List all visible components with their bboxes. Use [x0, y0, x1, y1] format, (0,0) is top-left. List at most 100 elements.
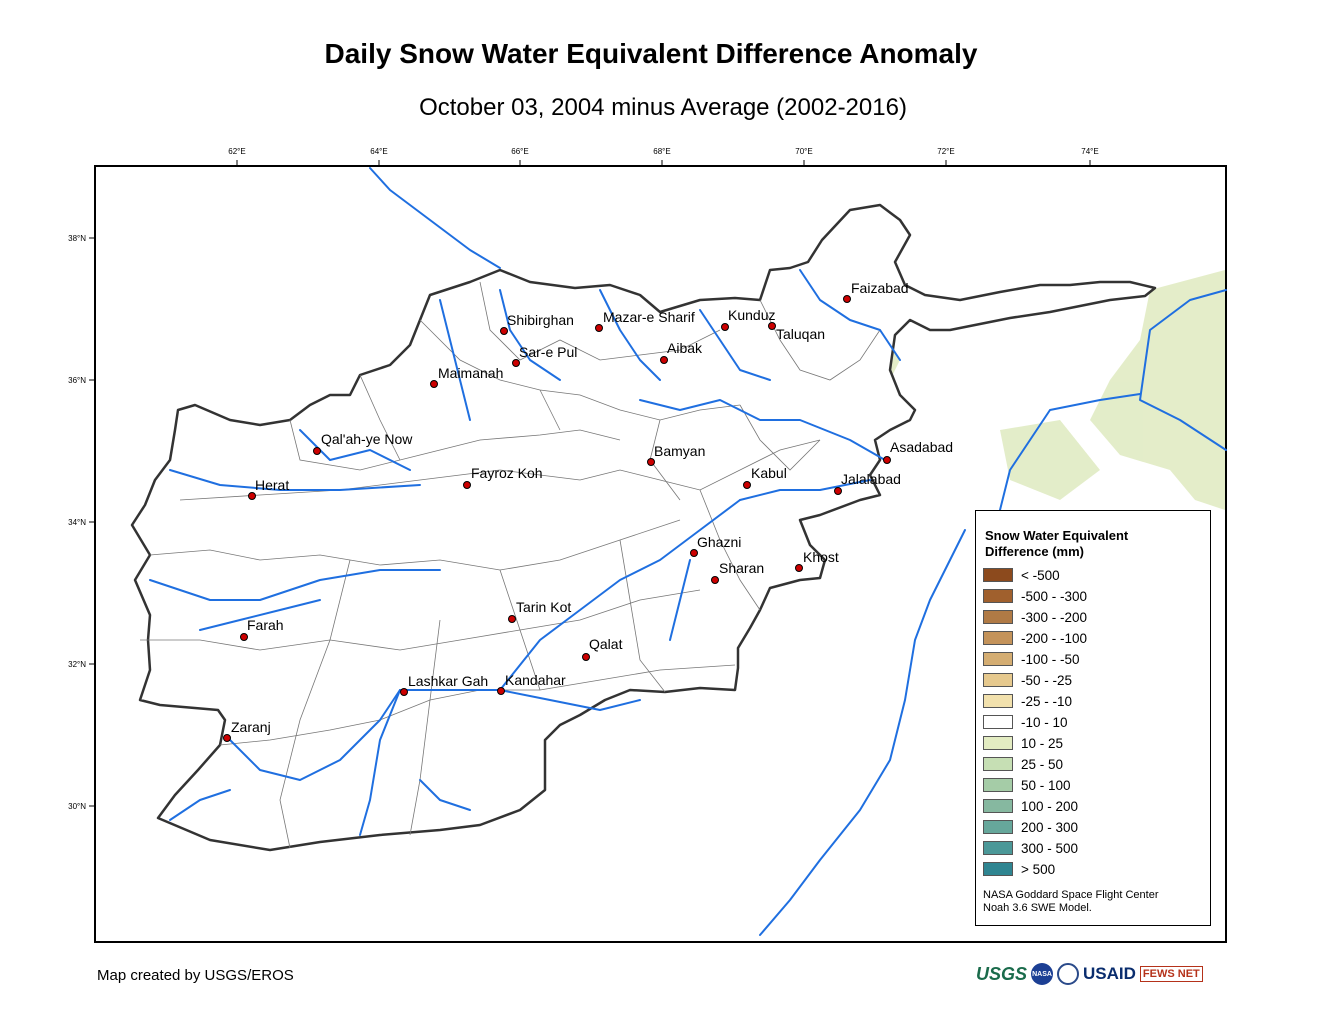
city-label: Asadabad — [890, 439, 953, 455]
legend-label: 50 - 100 — [1021, 777, 1071, 793]
city-marker — [647, 458, 655, 466]
legend-item: -500 - -300 — [983, 587, 1087, 605]
seal-icon — [1057, 963, 1080, 985]
city-marker — [660, 356, 668, 364]
city-marker — [843, 295, 851, 303]
city-marker — [223, 734, 231, 742]
lat-label: 38°N — [68, 234, 86, 243]
legend-label: -100 - -50 — [1021, 651, 1080, 667]
city-label: Qalat — [589, 636, 623, 652]
city-label: Ghazni — [697, 534, 741, 550]
city-label: Qal'ah-ye Now — [321, 431, 413, 447]
city-label: Zaranj — [231, 719, 271, 735]
country-outline — [130, 203, 1157, 852]
legend-item: 25 - 50 — [983, 755, 1063, 773]
legend-swatch — [983, 841, 1013, 855]
fews-net-logo: FEWS NET — [1139, 966, 1203, 982]
city-label: Sar-e Pul — [519, 344, 577, 360]
city-marker — [795, 564, 803, 572]
legend-item: 100 - 200 — [983, 797, 1078, 815]
city-labels: Faizabad Shibirghan Mazar-e Sharif Kundu… — [231, 280, 953, 735]
legend-item: 200 - 300 — [983, 818, 1078, 836]
lat-label: 30°N — [68, 802, 86, 811]
legend-title: Snow Water Equivalent Difference (mm) — [985, 528, 1128, 560]
legend-label: 25 - 50 — [1021, 756, 1064, 772]
legend-item: > 500 — [983, 860, 1055, 878]
legend-item: 10 - 25 — [983, 734, 1063, 752]
city-label: Maimanah — [438, 365, 503, 381]
legend-item: 300 - 500 — [983, 839, 1078, 857]
lat-label: 34°N — [68, 518, 86, 527]
city-label: Faizabad — [851, 280, 909, 296]
legend-label: < -500 — [1021, 567, 1060, 583]
legend-swatch — [983, 694, 1013, 708]
city-label: Shibirghan — [507, 312, 574, 328]
legend-swatch — [983, 631, 1013, 645]
city-label: Bamyan — [654, 443, 705, 459]
city-label: Kandahar — [505, 672, 566, 688]
legend-swatch — [983, 778, 1013, 792]
legend-item: < -500 — [983, 566, 1060, 584]
legend-item: -100 - -50 — [983, 650, 1080, 668]
usgs-logo: USGS — [976, 963, 1028, 984]
city-marker — [500, 327, 508, 335]
lon-label: 74°E — [1081, 147, 1098, 156]
city-label: Herat — [255, 477, 289, 493]
legend-label: -50 - -25 — [1021, 672, 1073, 688]
lon-label: 62°E — [228, 147, 245, 156]
city-label: Khost — [803, 549, 839, 565]
city-markers — [223, 295, 891, 742]
city-label: Taluqan — [776, 326, 825, 342]
legend-label: > 500 — [1021, 861, 1056, 877]
lat-labels: 38°N 36°N 34°N 32°N 30°N — [68, 234, 86, 811]
city-label: Fayroz Koh — [471, 465, 543, 481]
legend-swatch — [983, 757, 1013, 771]
legend-label: -300 - -200 — [1021, 609, 1088, 625]
city-marker — [400, 688, 408, 696]
lat-label: 32°N — [68, 660, 86, 669]
map-frame — [94, 165, 1227, 943]
legend-title-line: Difference (mm) — [985, 544, 1084, 559]
city-marker — [463, 481, 471, 489]
city-marker — [248, 492, 256, 500]
legend-item: -25 - -10 — [983, 692, 1072, 710]
lon-label: 64°E — [370, 147, 387, 156]
legend-swatch — [983, 673, 1013, 687]
usaid-logo: USAID — [1083, 964, 1136, 983]
city-marker — [430, 380, 438, 388]
legend-item: -300 - -200 — [983, 608, 1087, 626]
legend-item: 50 - 100 — [983, 776, 1071, 794]
legend: Snow Water Equivalent Difference (mm) < … — [975, 510, 1211, 926]
lon-label: 70°E — [795, 147, 812, 156]
lon-label: 72°E — [937, 147, 954, 156]
city-marker — [497, 687, 505, 695]
city-label: Lashkar Gah — [408, 673, 488, 689]
legend-swatch — [983, 799, 1013, 813]
map-credit: Map created by USGS/EROS — [97, 967, 294, 984]
city-marker — [883, 456, 891, 464]
legend-label: -200 - -100 — [1021, 630, 1088, 646]
legend-swatch — [983, 715, 1013, 729]
legend-swatch — [983, 820, 1013, 834]
city-label: Mazar-e Sharif — [603, 309, 695, 325]
city-marker — [512, 359, 520, 367]
rivers — [149, 167, 1227, 936]
legend-label: 10 - 25 — [1021, 735, 1064, 751]
legend-item: -200 - -100 — [983, 629, 1087, 647]
nasa-logo: NASA — [1031, 963, 1054, 985]
legend-label: -10 - 10 — [1021, 714, 1068, 730]
logo-strip: USGS NASA USAID FEWS NET — [976, 960, 1226, 988]
legend-swatch — [983, 862, 1013, 876]
city-marker — [711, 576, 719, 584]
lat-label: 36°N — [68, 376, 86, 385]
legend-swatch — [983, 568, 1013, 582]
lon-label: 68°E — [653, 147, 670, 156]
city-marker — [582, 653, 590, 661]
city-marker — [313, 447, 321, 455]
city-marker — [743, 481, 751, 489]
legend-label: 200 - 300 — [1021, 819, 1079, 835]
legend-label: 100 - 200 — [1021, 798, 1079, 814]
city-marker — [690, 549, 698, 557]
city-label: Aibak — [667, 340, 703, 356]
legend-note-line: NASA Goddard Space Flight Center — [983, 889, 1159, 901]
